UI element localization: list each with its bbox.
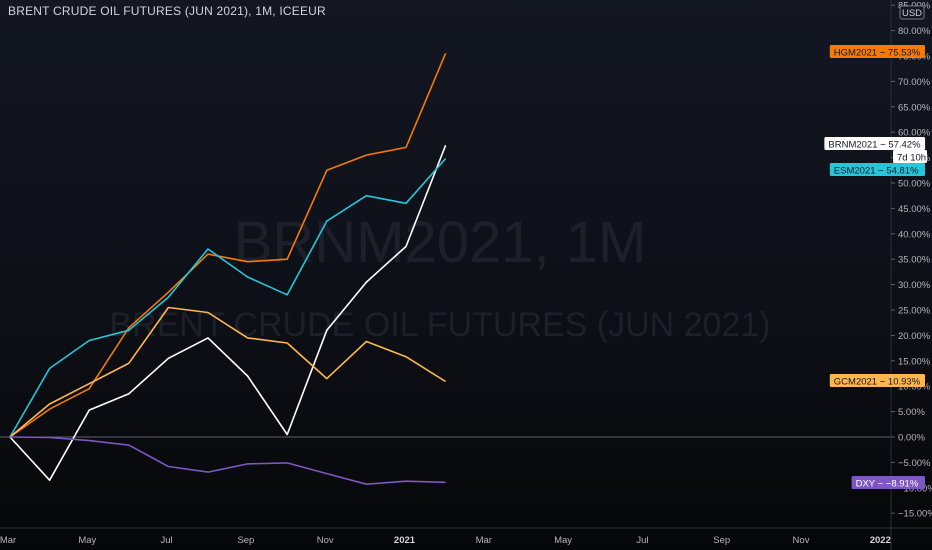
currency-badge[interactable]: USD (899, 5, 925, 20)
series-label-brnm2021 (824, 137, 926, 150)
series-label-text: HGM2021 − 75.53% (834, 48, 921, 59)
series-label-text: ESM2021 − 54.81% (834, 166, 919, 177)
x-tick-label: Nov (317, 535, 334, 546)
time-scale[interactable]: Mar May Jul Sep Nov 2021 Mar May Jul Sep Nov 2022 (0, 535, 891, 546)
x-tick-label: Mar (476, 535, 492, 546)
series-label-text: DXY − −8.91% (856, 479, 919, 490)
y-tick-label: 65.00% (898, 102, 931, 113)
countdown-label: 7d 10h (897, 153, 926, 164)
y-tick-label: 40.00% (898, 229, 931, 240)
y-tick-label: 15.00% (898, 356, 931, 367)
y-tick-label: 50.00% (898, 179, 931, 190)
series-label-text: GCM2021 − 10.93% (834, 377, 921, 388)
countdown-badge (893, 150, 927, 163)
y-tick-label: 60.00% (898, 128, 931, 139)
series-label-gcm2021 (829, 374, 925, 387)
series-line-brnm2021 (9, 145, 447, 482)
currency-label: USD (902, 8, 922, 19)
x-tick-label: Jul (161, 535, 173, 546)
series-label-dxy (851, 476, 925, 489)
series-labels: HGM2021 − 75.53% BRNM2021 − 57.42% ESM2021… (824, 45, 927, 490)
series-line-dxy (9, 436, 446, 486)
x-tick-label: Nov (793, 535, 810, 546)
series-line-gcm2021 (9, 306, 447, 438)
series-line-esm2021 (9, 158, 447, 438)
y-tick-label: 80.00% (898, 26, 931, 37)
y-tick-label: −5.00% (898, 458, 931, 469)
x-tick-label: May (78, 535, 96, 546)
x-tick-label: May (554, 535, 572, 546)
chart-title: BRENT CRUDE OIL FUTURES (JUN 2021), 1M, … (8, 4, 326, 18)
y-tick-label: 10.00% (898, 382, 931, 393)
y-tick-label: 70.00% (898, 77, 931, 88)
y-tick-label: 5.00% (898, 407, 925, 418)
series-label-text: BRNM2021 − 57.42% (828, 140, 921, 151)
watermark-description: BRENT CRUDE OIL FUTURES (JUN 2021) (109, 306, 770, 344)
y-tick-label: 20.00% (898, 331, 931, 342)
x-tick-label: 2022 (870, 535, 891, 546)
watermark-symbol: BRNM2021, 1M (234, 210, 647, 275)
y-tick-label: 0.00% (898, 433, 925, 444)
y-tick-label: 35.00% (898, 255, 931, 266)
x-tick-label: Mar (0, 535, 16, 546)
y-tick-label: 45.00% (898, 204, 931, 215)
y-tick-label: −15.00% (898, 509, 932, 520)
x-tick-label: 2021 (394, 535, 416, 546)
watermark: BRNM2021, 1M BRENT CRUDE OIL FUTURES (JU… (109, 210, 770, 344)
series-label-esm2021 (829, 163, 925, 176)
y-tick-label: 25.00% (898, 306, 931, 317)
series-layer (9, 52, 447, 486)
y-tick-label: 30.00% (898, 280, 931, 291)
x-tick-label: Jul (636, 535, 648, 546)
x-tick-label: Sep (713, 535, 730, 546)
x-tick-label: Sep (237, 535, 254, 546)
price-scale[interactable]: −15.00%−10.00%−5.00%0.00%5.00%10.00%15.0… (891, 1, 932, 520)
series-label-hgm2021 (829, 45, 925, 58)
series-line-hgm2021 (9, 52, 447, 438)
